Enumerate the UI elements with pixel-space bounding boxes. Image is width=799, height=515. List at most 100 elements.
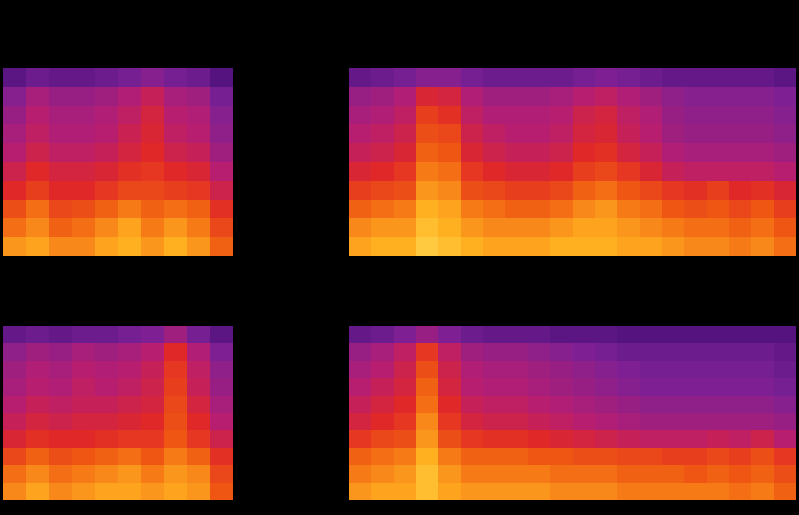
heatmap-cell <box>528 483 551 500</box>
heatmap-cell <box>49 181 73 200</box>
heatmap-cell <box>573 181 596 200</box>
heatmap-cell <box>394 143 417 162</box>
heatmap-cell <box>371 343 394 361</box>
heatmap-cell <box>729 68 752 87</box>
heatmap-cell <box>505 124 528 143</box>
heatmap-cell <box>774 237 796 256</box>
heatmap-cell <box>528 87 551 106</box>
heatmap-cell <box>662 68 685 87</box>
heatmap-cell <box>617 448 640 466</box>
heatmap-cell <box>3 237 27 256</box>
heatmap-cell <box>164 181 188 200</box>
heatmap-cell <box>640 106 663 125</box>
heatmap-cell <box>751 237 774 256</box>
heatmap-cell <box>774 200 796 219</box>
heatmap-cell <box>371 162 394 181</box>
heatmap-cell <box>729 326 752 344</box>
heatmap-cell <box>729 181 752 200</box>
heatmap-cell <box>164 413 188 431</box>
heatmap-cell <box>141 483 165 500</box>
heatmap-cell <box>118 396 142 414</box>
heatmap-cell <box>26 448 50 466</box>
heatmap-cell <box>394 237 417 256</box>
heatmap-cell <box>394 326 417 344</box>
heatmap-cell <box>394 218 417 237</box>
heatmap-cell <box>573 106 596 125</box>
heatmap-cell <box>438 218 461 237</box>
heatmap-cell <box>49 483 73 500</box>
heatmap-cell <box>483 465 506 483</box>
heatmap-cell <box>95 237 119 256</box>
heatmap-cell <box>349 343 372 361</box>
heatmap-cell <box>483 326 506 344</box>
heatmap-cell <box>72 143 96 162</box>
heatmap-cell <box>394 106 417 125</box>
heatmap-cell <box>371 378 394 396</box>
heatmap-cell <box>550 378 573 396</box>
heatmap-cell <box>118 448 142 466</box>
heatmap-cell <box>461 68 484 87</box>
heatmap-cell <box>774 68 796 87</box>
heatmap-cell <box>595 143 618 162</box>
heatmap-cell <box>707 430 730 448</box>
heatmap-cell <box>774 483 796 500</box>
heatmap-cell <box>3 326 27 344</box>
heatmap-cell <box>141 413 165 431</box>
heatmap-cell <box>95 343 119 361</box>
heatmap-cell <box>729 237 752 256</box>
heatmap-cell <box>210 326 233 344</box>
heatmap-cell <box>684 162 707 181</box>
heatmap-cell <box>118 483 142 500</box>
heatmap-cell <box>774 218 796 237</box>
heatmap-cell <box>505 200 528 219</box>
heatmap-cell <box>416 448 439 466</box>
heatmap-cell <box>3 343 27 361</box>
heatmap-cell <box>461 361 484 379</box>
heatmap-cell <box>573 68 596 87</box>
heatmap-cell <box>550 448 573 466</box>
heatmap-cell <box>210 124 233 143</box>
heatmap-cell <box>141 124 165 143</box>
heatmap-cell <box>528 68 551 87</box>
heatmap-cell <box>707 396 730 414</box>
heatmap-cell <box>573 162 596 181</box>
heatmap-cell <box>187 124 211 143</box>
heatmap-cell <box>751 218 774 237</box>
heatmap-cell <box>349 430 372 448</box>
heatmap-cell <box>640 68 663 87</box>
heatmap-cell <box>438 200 461 219</box>
spectrogram-panel <box>3 68 234 257</box>
heatmap-cell <box>416 237 439 256</box>
heatmap-cell <box>49 465 73 483</box>
heatmap-cell <box>349 361 372 379</box>
heatmap-cell <box>505 218 528 237</box>
heatmap-cell <box>371 326 394 344</box>
heatmap-cell <box>349 413 372 431</box>
heatmap-cell <box>550 162 573 181</box>
heatmap-cell <box>505 106 528 125</box>
heatmap-cell <box>617 162 640 181</box>
heatmap-cell <box>438 181 461 200</box>
heatmap-cell <box>617 87 640 106</box>
heatmap-cell <box>684 200 707 219</box>
heatmap-cell <box>371 68 394 87</box>
heatmap-cell <box>595 396 618 414</box>
heatmap-cell <box>684 181 707 200</box>
heatmap-cell <box>505 87 528 106</box>
heatmap-cell <box>751 181 774 200</box>
heatmap-cell <box>483 430 506 448</box>
heatmap-cell <box>72 343 96 361</box>
heatmap-cell <box>461 162 484 181</box>
heatmap-cell <box>394 181 417 200</box>
heatmap-cell <box>49 200 73 219</box>
heatmap-cell <box>505 378 528 396</box>
heatmap-cell <box>210 106 233 125</box>
heatmap-cell <box>483 124 506 143</box>
heatmap-cell <box>483 413 506 431</box>
heatmap-cell <box>3 200 27 219</box>
heatmap-cell <box>617 237 640 256</box>
heatmap-cell <box>684 361 707 379</box>
heatmap-cell <box>118 68 142 87</box>
heatmap-cell <box>684 326 707 344</box>
heatmap-cell <box>662 378 685 396</box>
